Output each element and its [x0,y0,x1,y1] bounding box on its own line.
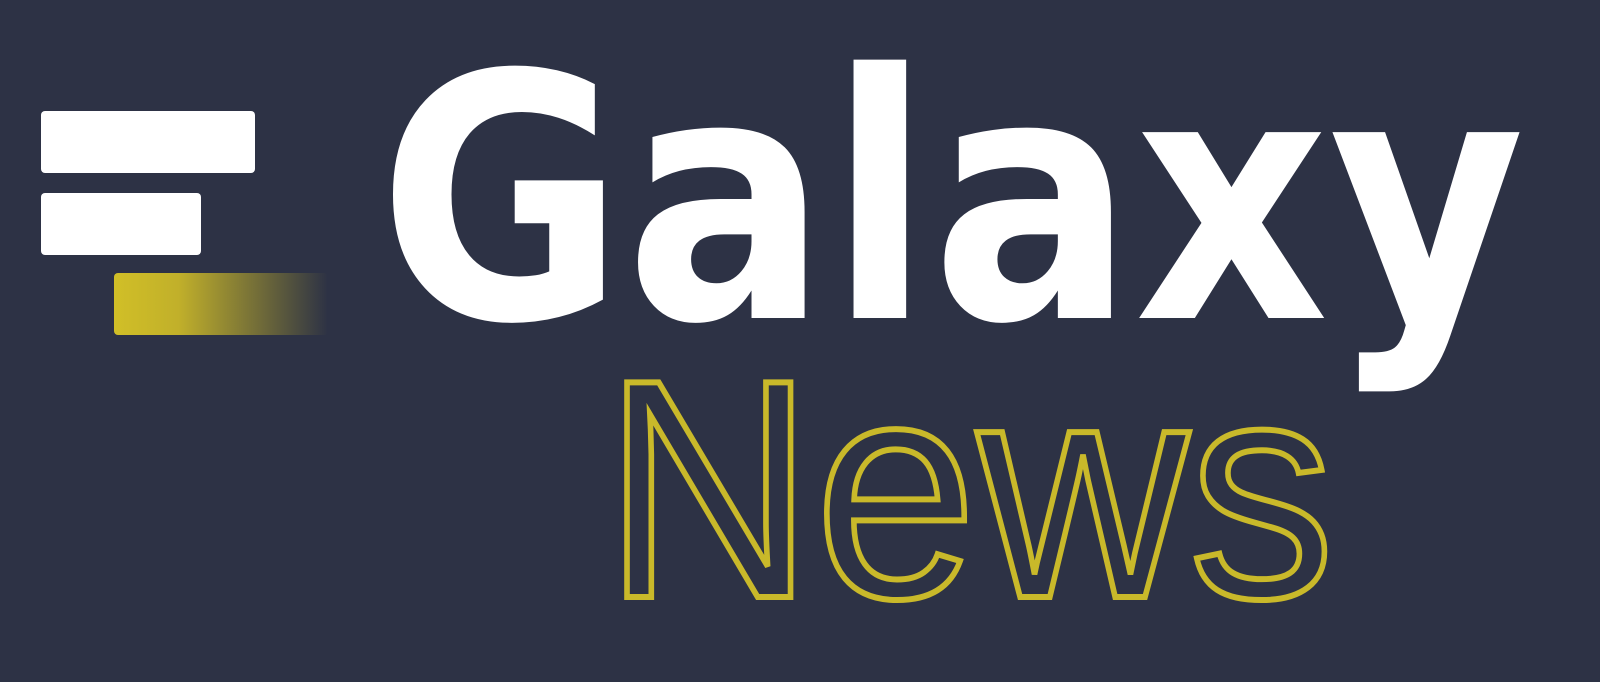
logo-bar [41,111,255,173]
logo-subtitle: News [603,316,1335,664]
logo-bar-accent [114,273,328,335]
logo-bar [41,193,201,255]
logo-title: Galaxy [378,3,1525,399]
